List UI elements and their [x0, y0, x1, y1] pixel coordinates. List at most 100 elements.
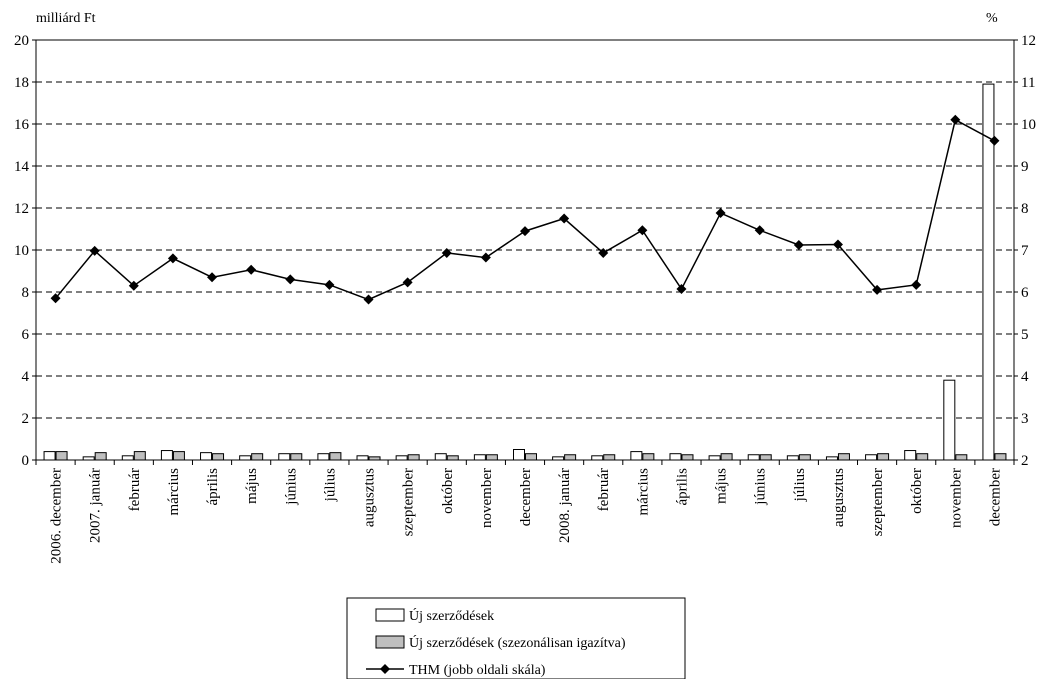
left-tick-label: 0 — [22, 453, 30, 469]
bar-new-contracts — [630, 451, 643, 461]
bar-new-contracts — [395, 455, 408, 461]
x-tick-label: november — [479, 468, 495, 528]
bar-seasonally-adjusted — [642, 453, 655, 461]
right-tick-label: 3 — [1021, 411, 1029, 427]
thm-point — [754, 225, 765, 236]
bar-new-contracts — [200, 452, 213, 461]
bar-new-contracts — [278, 453, 291, 461]
tick-labels: 0 2 4 6 8 10 12 14 16 18 20 2 3 4 5 6 7 8 9 10 11 12 2006. dec… — [14, 33, 1036, 564]
right-tick-label: 9 — [1021, 159, 1029, 175]
bar-new-contracts — [943, 379, 956, 461]
legend-swatch-seasonally-adjusted — [375, 635, 405, 649]
thm-point — [207, 272, 218, 283]
thm-point — [598, 247, 609, 258]
thm-point — [89, 245, 100, 256]
left-tick-label: 10 — [14, 243, 29, 259]
thm-point — [128, 280, 139, 291]
thm-point — [285, 274, 296, 285]
legend: Új szerződések Új szerződések (szezonáli… — [346, 597, 686, 679]
bar-seasonally-adjusted — [329, 452, 342, 461]
x-tick-label: július — [322, 468, 338, 503]
thm-point — [559, 213, 570, 224]
x-tick-label: 2007. január — [88, 468, 104, 543]
x-tick-label: augusztus — [831, 468, 847, 527]
x-tick-label: február — [127, 468, 143, 511]
bar-new-contracts — [904, 450, 917, 461]
right-tick-label: 10 — [1021, 117, 1036, 133]
bar-new-contracts — [160, 450, 173, 461]
bar-seasonally-adjusted — [720, 453, 733, 461]
bar-seasonally-adjusted — [446, 455, 459, 461]
bar-new-contracts — [708, 455, 721, 461]
thm-line — [54, 118, 995, 301]
x-tick-label: 2006. december — [49, 468, 65, 564]
bar-seasonally-adjusted — [525, 453, 537, 461]
x-tick-label: október — [440, 468, 456, 514]
left-tick-label: 4 — [22, 369, 30, 385]
thm-point — [324, 279, 335, 290]
thm-line-series — [50, 114, 1000, 305]
bar-seasonally-adjusted — [251, 453, 264, 461]
x-tick-label: március — [635, 468, 651, 516]
bar-new-contracts — [239, 455, 252, 461]
bar-seasonally-adjusted — [407, 454, 420, 461]
left-tick-label: 14 — [14, 159, 30, 175]
x-tick-label: április — [674, 468, 690, 506]
left-axis-title: milliárd Ft — [36, 11, 96, 26]
thm-point — [832, 239, 843, 250]
thm-point — [480, 252, 491, 263]
bar-new-contracts — [513, 449, 525, 461]
bar-seasonally-adjusted — [837, 453, 850, 461]
right-tick-label: 7 — [1021, 243, 1029, 259]
bar-seasonally-adjusted — [798, 454, 811, 461]
right-axis-title: % — [986, 11, 998, 26]
bar-seasonally-adjusted — [916, 453, 929, 461]
legend-swatch-new-contracts — [375, 608, 405, 622]
thm-point — [363, 294, 374, 305]
x-tick-label: március — [166, 468, 182, 516]
thm-point — [793, 239, 804, 250]
x-tick-label: február — [596, 468, 612, 511]
x-tick-label: október — [909, 468, 925, 514]
left-tick-label: 2 — [22, 411, 30, 427]
axes — [32, 39, 1018, 465]
bar-seasonally-adjusted — [564, 454, 577, 461]
right-tick-label: 12 — [1021, 33, 1036, 49]
right-tick-label: 11 — [1021, 75, 1035, 91]
bars — [43, 83, 1007, 461]
bar-new-contracts — [591, 455, 604, 461]
thm-point — [167, 253, 178, 264]
thm-point — [520, 226, 530, 237]
bar-seasonally-adjusted — [133, 451, 146, 461]
bar-new-contracts — [121, 455, 134, 461]
thm-point — [911, 279, 922, 290]
thm-point — [676, 284, 687, 295]
thm-point — [50, 293, 61, 304]
right-tick-label: 5 — [1021, 327, 1029, 343]
bar-new-contracts — [356, 455, 369, 461]
bar-seasonally-adjusted — [759, 454, 772, 461]
bar-new-contracts — [317, 453, 330, 461]
thm-point — [637, 225, 648, 236]
bar-seasonally-adjusted — [603, 454, 616, 461]
thm-point — [950, 114, 961, 125]
legend-label-new-contracts: Új szerződések — [409, 607, 494, 624]
thm-point — [441, 247, 452, 258]
left-tick-label: 8 — [22, 285, 30, 301]
x-tick-label: május — [714, 468, 730, 504]
bar-seasonally-adjusted — [212, 453, 225, 461]
thm-point — [402, 277, 413, 288]
bar-new-contracts — [786, 455, 799, 461]
bar-seasonally-adjusted — [290, 453, 303, 461]
bar-seasonally-adjusted — [955, 454, 968, 461]
x-tick-label: 2008. január — [557, 468, 573, 543]
x-tick-label: november — [948, 468, 964, 528]
bar-new-contracts — [434, 453, 447, 461]
x-tick-label: december — [987, 468, 1003, 526]
left-tick-label: 12 — [14, 201, 29, 217]
left-tick-label: 18 — [14, 75, 29, 91]
right-tick-label: 2 — [1021, 453, 1029, 469]
thm-point — [872, 284, 883, 295]
right-tick-label: 6 — [1021, 285, 1029, 301]
